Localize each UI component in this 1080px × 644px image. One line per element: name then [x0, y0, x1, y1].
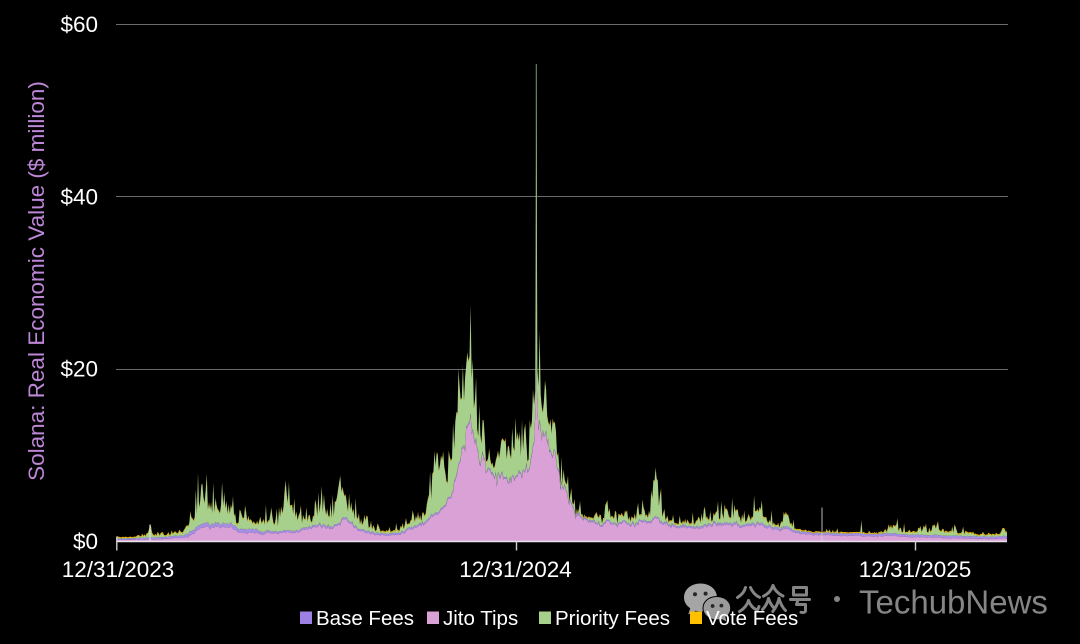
- svg-text:12/31/2025: 12/31/2025: [859, 557, 972, 582]
- svg-text:$60: $60: [60, 12, 98, 37]
- svg-text:Jito Tips: Jito Tips: [443, 607, 518, 630]
- svg-text:$20: $20: [60, 357, 98, 382]
- svg-text:12/31/2024: 12/31/2024: [459, 557, 572, 582]
- svg-text:Vote Fees: Vote Fees: [706, 607, 798, 630]
- svg-text:TechubNews: TechubNews: [859, 584, 1048, 621]
- svg-text:Base Fees: Base Fees: [316, 607, 414, 630]
- svg-text:Solana: Real Economic Value ($: Solana: Real Economic Value ($ million): [24, 81, 49, 481]
- svg-text:12/31/2023: 12/31/2023: [62, 557, 175, 582]
- svg-text:Priority Fees: Priority Fees: [555, 607, 670, 630]
- svg-text:$0: $0: [73, 529, 98, 554]
- svg-text:$40: $40: [60, 184, 98, 209]
